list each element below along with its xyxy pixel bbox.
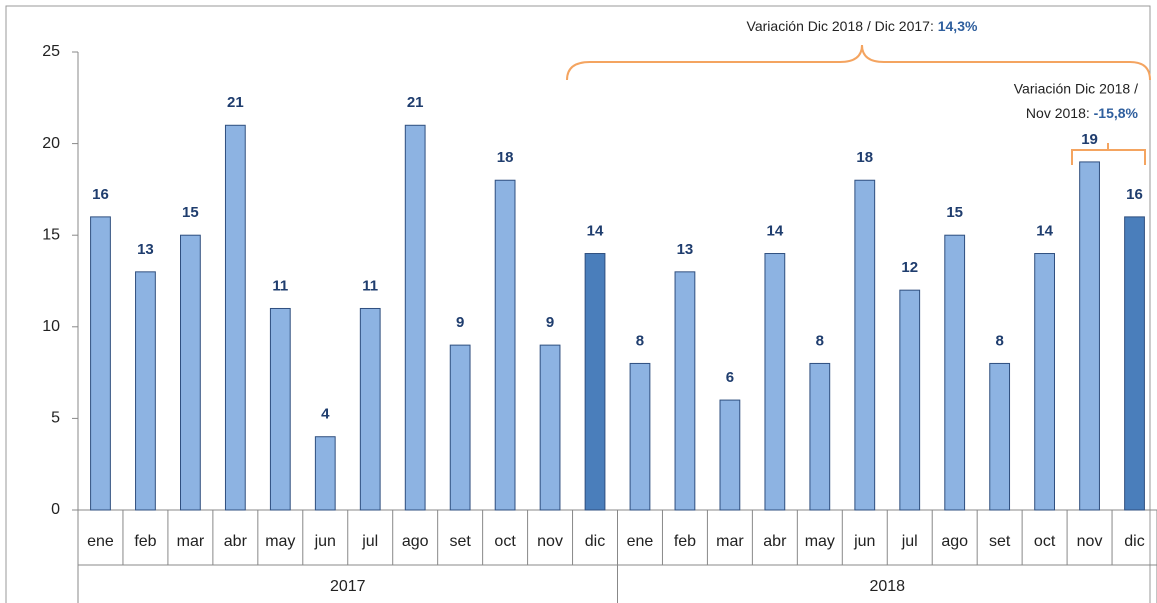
bar bbox=[809, 362, 831, 511]
x-tick-label: dic bbox=[1124, 533, 1144, 550]
data-label: 18 bbox=[856, 149, 873, 166]
data-label: 15 bbox=[182, 204, 199, 221]
y-tick-label: 10 bbox=[42, 318, 60, 335]
data-label: 9 bbox=[546, 314, 554, 331]
data-label: 21 bbox=[407, 94, 424, 111]
data-label: 9 bbox=[456, 314, 464, 331]
x-tick-label: may bbox=[265, 533, 295, 550]
y-tick-label: 0 bbox=[51, 501, 60, 518]
annotation-value: -15,8% bbox=[1094, 105, 1139, 121]
bar bbox=[629, 362, 651, 511]
data-label: 16 bbox=[1126, 186, 1143, 203]
data-label: 15 bbox=[946, 204, 963, 221]
bar bbox=[719, 399, 741, 511]
data-label: 8 bbox=[816, 332, 824, 349]
data-label: 16 bbox=[92, 186, 109, 203]
annotation: Variación Dic 2018 / Dic 2017: 14,3% bbox=[747, 18, 978, 34]
x-tick-label: mar bbox=[177, 533, 205, 550]
y-tick-label: 15 bbox=[42, 226, 60, 243]
brace bbox=[1071, 143, 1146, 165]
x-tick-label: feb bbox=[674, 533, 696, 550]
bar bbox=[269, 307, 291, 511]
x-tick-label: nov bbox=[537, 533, 563, 550]
bar bbox=[359, 307, 381, 511]
bar bbox=[1034, 253, 1055, 511]
bar bbox=[494, 179, 516, 511]
data-label: 14 bbox=[1036, 222, 1053, 239]
bar bbox=[944, 234, 966, 511]
data-label: 14 bbox=[767, 222, 784, 239]
x-tick-label: jul bbox=[901, 533, 918, 550]
data-label: 21 bbox=[227, 94, 244, 111]
bar bbox=[180, 234, 201, 511]
data-label: 6 bbox=[726, 369, 734, 386]
data-label: 4 bbox=[321, 406, 330, 423]
chart-frame bbox=[5, 5, 1151, 603]
data-label: 8 bbox=[636, 332, 644, 349]
data-label: 13 bbox=[137, 241, 154, 258]
x-tick-label: jul bbox=[361, 533, 378, 550]
x-tick-label: abr bbox=[224, 533, 248, 550]
x-tick-label: set bbox=[989, 533, 1011, 550]
annotation-text: Nov 2018: bbox=[1026, 105, 1094, 121]
x-tick-label: mar bbox=[716, 533, 744, 550]
x-tick-label: dic bbox=[585, 533, 605, 550]
annotation-text: Variación Dic 2018 / Dic 2017: bbox=[747, 18, 938, 34]
bar bbox=[539, 344, 561, 511]
data-label: 18 bbox=[497, 149, 514, 166]
x-tick-label: ago bbox=[941, 533, 968, 550]
annotation: Nov 2018: -15,8% bbox=[1026, 105, 1139, 121]
x-tick-label: may bbox=[805, 533, 835, 550]
bar bbox=[674, 271, 696, 511]
y-tick-label: 5 bbox=[51, 410, 60, 427]
x-tick-label: set bbox=[449, 533, 471, 550]
x-tick-label: ene bbox=[87, 533, 114, 550]
x-tick-label: nov bbox=[1077, 533, 1103, 550]
bar bbox=[90, 216, 111, 511]
x-tick-label: jun bbox=[853, 533, 875, 550]
annotation-value: 14,3% bbox=[938, 18, 978, 34]
bar bbox=[1124, 216, 1145, 511]
bar bbox=[1079, 161, 1100, 511]
bar bbox=[314, 436, 336, 511]
x-tick-label: oct bbox=[1034, 533, 1056, 550]
data-label: 12 bbox=[901, 259, 918, 276]
x-tick-label: ago bbox=[402, 533, 429, 550]
x-tick-label: abr bbox=[763, 533, 787, 550]
data-label: 19 bbox=[1081, 131, 1098, 148]
data-label: 11 bbox=[362, 277, 378, 294]
data-label: 8 bbox=[995, 332, 1003, 349]
bar bbox=[764, 253, 786, 511]
data-label: 14 bbox=[587, 222, 604, 239]
y-tick-label: 20 bbox=[42, 135, 60, 152]
data-label: 13 bbox=[677, 241, 694, 258]
x-tick-label: jun bbox=[314, 533, 336, 550]
bar bbox=[404, 124, 426, 511]
bar bbox=[135, 271, 156, 511]
bar bbox=[584, 253, 606, 511]
x-tick-label: oct bbox=[494, 533, 516, 550]
x-tick-label: feb bbox=[134, 533, 156, 550]
group-label: 2018 bbox=[869, 578, 905, 595]
bar bbox=[449, 344, 471, 511]
annotation: Variación Dic 2018 / bbox=[1014, 81, 1138, 97]
brace bbox=[566, 44, 1151, 81]
bar bbox=[989, 362, 1011, 511]
group-label: 2017 bbox=[330, 578, 366, 595]
y-tick-label: 25 bbox=[42, 43, 60, 60]
bar bbox=[854, 179, 876, 511]
x-tick-label: ene bbox=[627, 533, 654, 550]
bar bbox=[224, 124, 246, 511]
bar bbox=[899, 289, 921, 511]
data-label: 11 bbox=[272, 277, 288, 294]
